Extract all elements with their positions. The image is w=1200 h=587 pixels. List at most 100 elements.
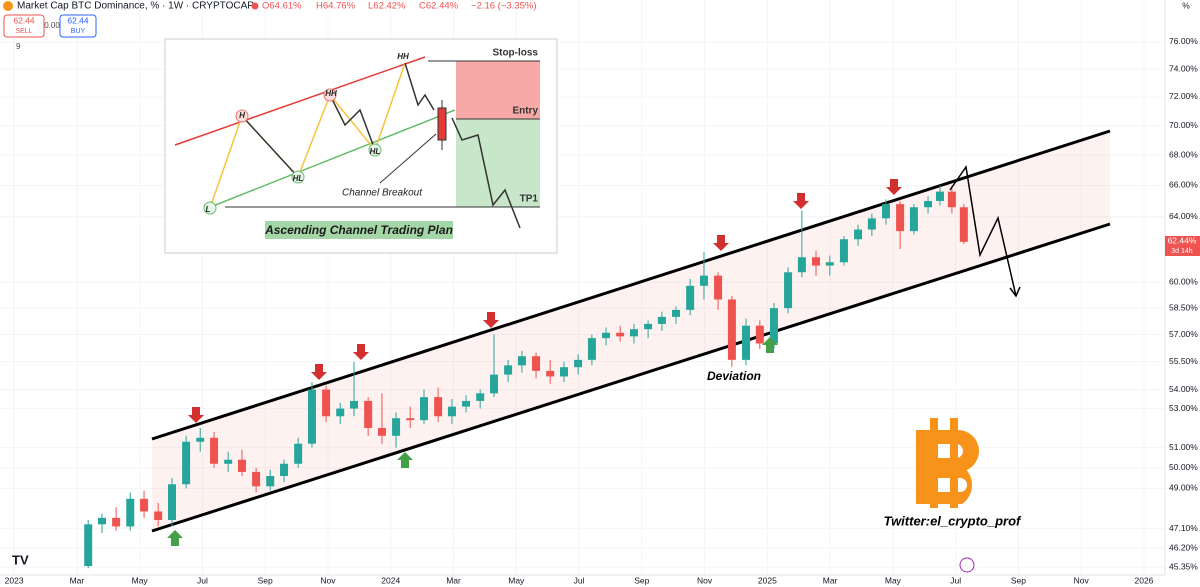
candle-body: [462, 400, 471, 407]
x-tick-label: May: [132, 575, 149, 585]
inset-point-label: HL: [293, 174, 304, 183]
candle-body: [755, 325, 764, 344]
event-icon[interactable]: [959, 557, 975, 573]
inset-point: [203, 201, 217, 215]
x-tick-label: Sep: [1011, 575, 1026, 585]
sell-price: 62.44: [13, 15, 35, 25]
down-arrow: [353, 344, 369, 360]
candle-body: [686, 285, 695, 310]
candle-body: [657, 316, 666, 324]
candle-body: [112, 517, 121, 527]
inset-point: [368, 143, 382, 157]
candle-body: [784, 272, 793, 309]
inset-label: Stop-loss: [492, 48, 538, 59]
down-arrow: [188, 407, 204, 423]
inset-label: Channel Breakout: [342, 188, 423, 199]
candle-body: [839, 239, 848, 263]
y-tick-label: 53.00%: [1169, 403, 1198, 413]
inset-point-label: HH: [325, 89, 337, 98]
candle-body: [574, 359, 583, 368]
y-tick-label: 49.00%: [1169, 483, 1198, 493]
y-tick-label: 68.00%: [1169, 149, 1198, 159]
candle-body: [392, 418, 401, 436]
y-tick-label: 76.00%: [1169, 36, 1198, 46]
x-tick-label: Jul: [197, 575, 208, 585]
inset-upper: [174, 56, 426, 146]
candle-body: [867, 218, 876, 230]
inset-up-legs: [209, 62, 406, 209]
x-tick-label: Mar: [70, 575, 85, 585]
candle-body: [489, 374, 498, 394]
axis-labels: 76.00% 74.00% 72.00% 70.00% 68.00% 66.00% 64.0…: [5, 36, 1199, 585]
countdown: 3d 14h: [1171, 248, 1193, 255]
inset-label: TP1: [520, 194, 539, 205]
x-tick-label: Jul: [574, 575, 585, 585]
buy-button[interactable]: [59, 14, 97, 38]
y-tick-label: 66.00%: [1169, 180, 1198, 190]
candle-body: [896, 204, 905, 232]
candle-body: [280, 463, 289, 477]
candle-body: [935, 191, 944, 201]
candle-body: [140, 498, 149, 512]
down-arrow: [311, 364, 327, 380]
inset: L H HL HH HL HH Stop-loss Entry TP1 Chan…: [164, 38, 558, 254]
candle-body: [947, 191, 956, 208]
x-tick-label: Mar: [823, 575, 838, 585]
target-zone: [456, 119, 540, 207]
ohlc: H64.76%: [316, 1, 356, 12]
tv-logo: TV: [12, 552, 29, 567]
candle-body: [714, 275, 723, 300]
ohlc: L62.42%: [368, 1, 406, 12]
candle-body: [602, 332, 611, 339]
inset-point: [235, 109, 249, 123]
candle-body: [266, 476, 275, 487]
candle-body: [182, 441, 191, 485]
inset-title: Ascending Channel Trading Plan: [264, 223, 453, 237]
y-tick-label: 51.00%: [1169, 442, 1198, 452]
bitcoin-logo: [916, 418, 979, 508]
price-axis: [1165, 0, 1200, 587]
inset-point-label: H: [239, 111, 245, 120]
candle-body: [167, 484, 176, 521]
inset-point: [323, 88, 337, 102]
down-arrow: [793, 193, 809, 209]
x-tick-label: Nov: [697, 575, 713, 585]
x-tick-label: Nov: [320, 575, 336, 585]
candle-body: [476, 393, 485, 401]
x-tick-label: 2026: [1135, 575, 1154, 585]
candle-body: [881, 204, 890, 219]
candle-body: [237, 459, 246, 472]
sell-button[interactable]: [3, 14, 45, 38]
inset-title-bg: [265, 221, 453, 239]
candle-body: [154, 511, 163, 521]
symbol: Market Cap BTC Dominance, % · 1W · CRYPT…: [17, 1, 254, 12]
up-arrow: [762, 337, 778, 353]
candle-body: [294, 443, 303, 464]
inset-leg: [329, 94, 376, 151]
markers: [167, 179, 902, 546]
candle-body: [98, 517, 107, 525]
y-tick-label: 58.50%: [1169, 302, 1198, 312]
inset-point-label: HL: [370, 147, 381, 156]
candle-body: [797, 257, 806, 273]
x-tick-label: May: [508, 575, 525, 585]
candle-body: [616, 332, 625, 337]
y-tick-label: 57.00%: [1169, 329, 1198, 339]
last-price: 62.44%: [1168, 235, 1197, 245]
candle-body: [812, 257, 821, 266]
inset-pointer: [379, 133, 437, 184]
inset-candle: [437, 107, 447, 141]
candle-body: [377, 427, 386, 436]
candle-body: [924, 200, 933, 208]
inset-leg: [404, 62, 435, 111]
x-tick-label: 2025: [758, 575, 777, 585]
y-tick-label: 74.00%: [1169, 63, 1198, 73]
candle-body: [825, 262, 834, 266]
y-tick-label: 60.00%: [1169, 277, 1198, 287]
candle-body: [727, 299, 736, 360]
down-arrow: [886, 179, 902, 195]
projection: [949, 165, 1017, 297]
inset-point-label: HH: [397, 52, 409, 61]
